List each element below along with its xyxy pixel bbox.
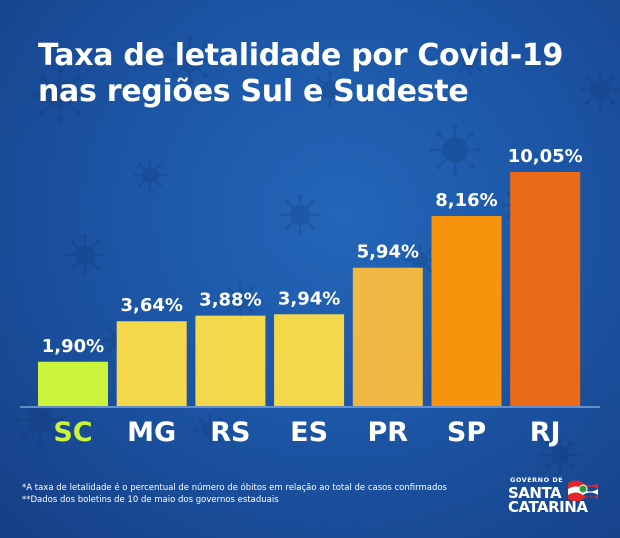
virus-icon: [279, 194, 321, 236]
category-label-rj: RJ: [530, 417, 561, 448]
value-label-rs: 3,88%: [199, 290, 261, 311]
virus-icon: [193, 413, 227, 447]
bar-sp: [431, 216, 502, 406]
value-label-mg: 3,64%: [120, 295, 182, 316]
santa-catarina-logo: GOVERNO DE SANTA CATARINA: [508, 476, 608, 516]
value-label-sc: 1,90%: [42, 336, 104, 357]
bar-mg: [116, 321, 187, 406]
title-line-1: Taxa de letalidade por Covid-19: [38, 38, 564, 73]
category-label-mg: MG: [127, 417, 176, 448]
bar-sc: [38, 361, 108, 406]
category-label-sp: SP: [447, 417, 486, 448]
virus-icon: [579, 69, 620, 111]
flag-emblem-icon: [568, 480, 598, 501]
value-label-rj: 10,05%: [508, 146, 583, 167]
value-label-pr: 5,94%: [357, 242, 419, 263]
title-line-2: nas regiões Sul e Sudeste: [38, 74, 469, 109]
virus-icon: [31, 66, 89, 124]
bar-rj: [510, 172, 581, 406]
logo-top-text: GOVERNO DE: [510, 476, 564, 484]
logo-line-1: SANTA: [508, 484, 562, 502]
category-label-rs: RS: [210, 417, 250, 448]
virus-icon: [221, 281, 259, 319]
value-label-es: 3,94%: [278, 288, 340, 309]
footnote-1: *A taxa de letalidade é o percentual de …: [22, 483, 447, 493]
bar-rs: [195, 315, 266, 406]
virus-icon: [453, 43, 487, 77]
bar-pr: [352, 267, 423, 406]
footnotes: *A taxa de letalidade é o percentual de …: [22, 482, 447, 506]
logo-line-2: CATARINA: [508, 498, 588, 516]
bar-es: [274, 314, 345, 406]
value-label-sp: 8,16%: [435, 190, 497, 211]
page-title: Taxa de letalidade por Covid-19 nas regi…: [38, 38, 563, 110]
virus-icon: [541, 436, 579, 474]
category-label-pr: PR: [368, 417, 409, 448]
virus-icon: [64, 234, 106, 276]
category-label-es: ES: [290, 417, 328, 448]
virus-icon: [311, 71, 349, 109]
virus-icon: [165, 35, 215, 85]
virus-icon: [133, 158, 167, 192]
virus-icon: [428, 123, 482, 177]
category-label-sc: SC: [53, 417, 92, 448]
footnote-2: **Dados dos boletins de 10 de maio dos g…: [22, 495, 279, 505]
